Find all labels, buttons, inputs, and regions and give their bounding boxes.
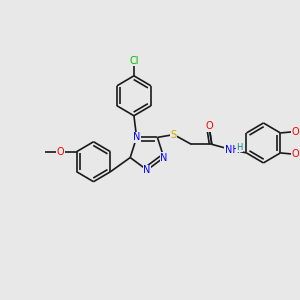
Text: O: O xyxy=(56,147,64,157)
Text: N: N xyxy=(133,132,140,142)
Text: S: S xyxy=(171,130,177,140)
Text: N: N xyxy=(160,153,167,163)
Text: O: O xyxy=(292,149,299,159)
Text: N: N xyxy=(143,165,151,175)
Text: Cl: Cl xyxy=(129,56,139,66)
Text: H: H xyxy=(237,142,243,152)
Text: O: O xyxy=(292,127,299,136)
Text: NH: NH xyxy=(225,145,239,155)
Text: O: O xyxy=(205,121,213,131)
